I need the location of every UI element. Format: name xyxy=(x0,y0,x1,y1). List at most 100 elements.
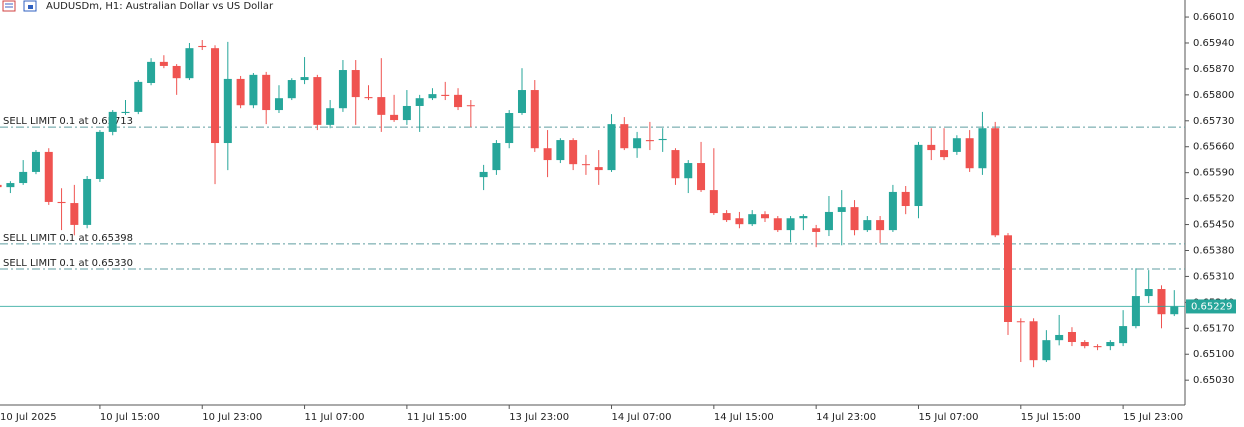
candle-body xyxy=(326,108,335,125)
candle-body xyxy=(147,61,156,84)
y-tick-label: 0.65730 xyxy=(1193,116,1234,127)
x-tick-label: 15 Jul 07:00 xyxy=(918,412,978,423)
candle-body xyxy=(773,218,782,231)
candle-body xyxy=(1067,332,1076,343)
candle-body xyxy=(402,105,411,121)
candle-body xyxy=(223,78,232,144)
icon-window-inner xyxy=(28,5,33,9)
candle-body xyxy=(19,171,28,184)
candle-body xyxy=(479,171,488,178)
candle-body xyxy=(952,138,961,152)
y-tick-label: 0.65800 xyxy=(1193,90,1234,101)
x-tick-label: 10 Jul 15:00 xyxy=(100,412,160,423)
candle-body xyxy=(211,48,220,144)
x-tick-label: 13 Jul 23:00 xyxy=(509,412,569,423)
candle-body xyxy=(914,144,923,207)
candle-body xyxy=(748,214,757,225)
candle-body xyxy=(1016,321,1025,323)
y-tick-label: 0.65940 xyxy=(1193,38,1234,49)
y-tick-label: 0.65870 xyxy=(1193,64,1234,75)
candle-body xyxy=(530,90,539,149)
candle-body xyxy=(1093,346,1102,348)
order-label: SELL LIMIT 0.1 at 0.65713 xyxy=(3,116,133,127)
x-tick-label: 14 Jul 15:00 xyxy=(714,412,774,423)
price-label: 0.65229 xyxy=(1191,301,1232,312)
candle-body xyxy=(159,61,168,66)
candle-body xyxy=(556,140,565,161)
candle-body xyxy=(709,190,718,214)
candle-body xyxy=(262,74,271,111)
candle-body xyxy=(1004,235,1013,322)
candle-body xyxy=(441,94,450,96)
y-tick-label: 0.65380 xyxy=(1193,245,1234,256)
candle-body xyxy=(1055,334,1064,341)
candle-body xyxy=(287,80,296,99)
candle-body xyxy=(1029,321,1038,361)
candle-body xyxy=(901,191,910,207)
candle-body xyxy=(940,150,949,158)
candle-body xyxy=(134,81,143,112)
candle-body xyxy=(517,90,526,114)
candle-body xyxy=(57,201,66,204)
candle-body xyxy=(607,124,616,171)
x-tick-label: 10 Jul 23:00 xyxy=(202,412,262,423)
order-label: SELL LIMIT 0.1 at 0.65330 xyxy=(3,258,133,269)
candle-body xyxy=(249,74,258,106)
icon-list xyxy=(2,0,16,12)
candle-body xyxy=(1157,289,1166,315)
y-tick-label: 0.65030 xyxy=(1193,375,1234,386)
candle-body xyxy=(390,114,399,121)
candle-body xyxy=(888,191,897,231)
candle-body xyxy=(236,78,245,106)
candle-body xyxy=(172,65,181,79)
candle-body xyxy=(1131,296,1140,327)
candle-body xyxy=(581,164,590,166)
candle-body xyxy=(185,48,194,79)
y-tick-label: 0.65100 xyxy=(1193,349,1234,360)
order-label: SELL LIMIT 0.1 at 0.65398 xyxy=(3,233,133,244)
candle-body xyxy=(6,183,15,188)
y-tick-label: 0.65450 xyxy=(1193,220,1234,231)
candle-body xyxy=(671,150,680,179)
candle-body xyxy=(198,45,207,48)
candle-body xyxy=(1119,326,1128,344)
candle-body xyxy=(722,213,731,221)
candle-body xyxy=(428,94,437,99)
candle-body xyxy=(492,143,501,171)
candle-body xyxy=(338,70,347,109)
y-tick-label: 0.65170 xyxy=(1193,323,1234,334)
x-tick-label: 15 Jul 23:00 xyxy=(1123,412,1183,423)
y-tick-label: 0.65310 xyxy=(1193,271,1234,282)
candle-body xyxy=(824,211,833,231)
x-tick-label: 14 Jul 07:00 xyxy=(612,412,672,423)
candle-body xyxy=(300,77,309,81)
candle-body xyxy=(812,228,821,232)
candle-body xyxy=(364,97,373,99)
candle-body xyxy=(876,220,885,231)
candle-body xyxy=(1042,340,1051,361)
y-tick-label: 0.65590 xyxy=(1193,168,1234,179)
candle-body xyxy=(1080,342,1089,347)
x-tick-label: 11 Jul 07:00 xyxy=(305,412,365,423)
candle-body xyxy=(466,105,475,107)
candle-body xyxy=(70,203,79,225)
candle-body xyxy=(978,128,987,169)
candle-body xyxy=(44,151,53,202)
x-tick-label: 11 Jul 15:00 xyxy=(407,412,467,423)
candle-body xyxy=(274,98,283,111)
candle-body xyxy=(786,218,795,231)
y-tick-label: 0.65660 xyxy=(1193,142,1234,153)
candle-body xyxy=(83,178,92,225)
candle-body xyxy=(0,184,2,188)
candle-body xyxy=(991,128,1000,236)
candle-body xyxy=(965,138,974,169)
chart-title: AUDUSDm, H1: Australian Dollar vs US Dol… xyxy=(46,1,274,12)
candle-body xyxy=(569,140,578,165)
candle-body xyxy=(633,138,642,149)
candle-body xyxy=(351,70,360,98)
candle-body xyxy=(1106,342,1115,347)
candle-body xyxy=(735,218,744,225)
candle-body xyxy=(454,94,463,108)
candle-body xyxy=(645,140,654,142)
